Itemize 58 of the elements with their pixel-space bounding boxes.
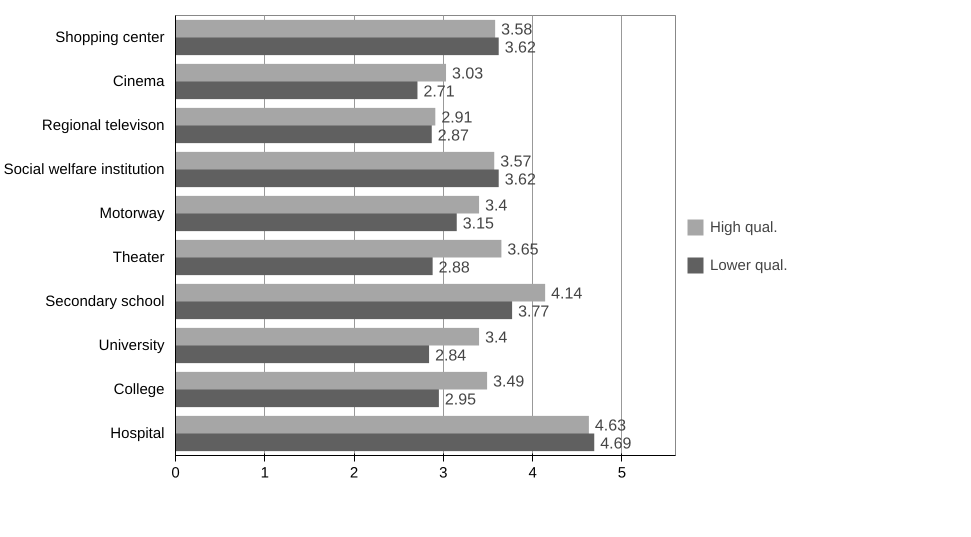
data-label: 4.14 bbox=[551, 286, 582, 303]
bar bbox=[176, 328, 480, 346]
bar bbox=[176, 82, 418, 100]
bar bbox=[176, 170, 499, 188]
y-tick-label: Cinema bbox=[112, 73, 166, 90]
bar bbox=[176, 390, 439, 408]
data-label: 2.88 bbox=[438, 259, 470, 276]
legend-label: Lower qual. bbox=[710, 256, 788, 274]
x-tick-label: 3 bbox=[439, 464, 448, 482]
data-label: 2.95 bbox=[444, 391, 476, 408]
bar bbox=[176, 152, 494, 170]
bar bbox=[176, 346, 430, 364]
bar bbox=[176, 38, 499, 56]
bar bbox=[176, 126, 432, 144]
y-tick-label: Motorway bbox=[99, 205, 165, 222]
data-label: 2.71 bbox=[423, 83, 455, 100]
data-label: 3.57 bbox=[500, 154, 532, 171]
y-tick-label: Social welfare institution bbox=[4, 161, 165, 178]
bar bbox=[176, 20, 496, 38]
data-label: 3.62 bbox=[504, 171, 536, 188]
y-tick-label: Shopping center bbox=[55, 29, 165, 46]
bar bbox=[176, 258, 433, 276]
x-tick-label: 0 bbox=[171, 464, 180, 482]
data-label: 4.69 bbox=[600, 435, 632, 452]
x-tick-label: 1 bbox=[260, 464, 269, 482]
bar bbox=[176, 434, 594, 452]
bar bbox=[176, 214, 457, 232]
x-tick-label: 4 bbox=[528, 464, 537, 482]
data-label: 2.87 bbox=[438, 127, 469, 144]
data-label: 3.77 bbox=[518, 303, 550, 320]
data-label: 3.58 bbox=[501, 22, 532, 39]
data-label: 3.49 bbox=[493, 374, 524, 391]
x-tick-label: 5 bbox=[618, 464, 626, 482]
bar bbox=[176, 302, 512, 320]
data-label: 2.91 bbox=[441, 110, 473, 127]
bar bbox=[176, 240, 502, 258]
y-tick-label: Secondary school bbox=[45, 293, 165, 310]
y-tick-label: Theater bbox=[112, 249, 165, 266]
legend-label: High qual. bbox=[710, 218, 778, 236]
bar bbox=[176, 416, 589, 434]
y-tick-label: Hospital bbox=[110, 425, 165, 442]
data-label: 3.4 bbox=[485, 198, 508, 215]
bar bbox=[176, 196, 480, 214]
y-tick-label: Regional televison bbox=[42, 117, 164, 134]
x-tick-label: 2 bbox=[350, 464, 358, 482]
data-label: 3.03 bbox=[452, 66, 484, 83]
data-label: 2.84 bbox=[435, 347, 466, 364]
bar bbox=[176, 64, 446, 82]
data-label: 3.4 bbox=[485, 330, 508, 347]
data-label: 3.62 bbox=[504, 39, 536, 56]
data-label: 4.63 bbox=[594, 418, 626, 435]
bar bbox=[176, 372, 488, 390]
bar bbox=[176, 108, 436, 126]
y-tick-label: College bbox=[114, 381, 165, 398]
data-label: 3.65 bbox=[507, 242, 539, 259]
data-label: 3.15 bbox=[462, 215, 494, 232]
bar bbox=[176, 284, 546, 302]
y-tick-label: University bbox=[98, 337, 165, 354]
